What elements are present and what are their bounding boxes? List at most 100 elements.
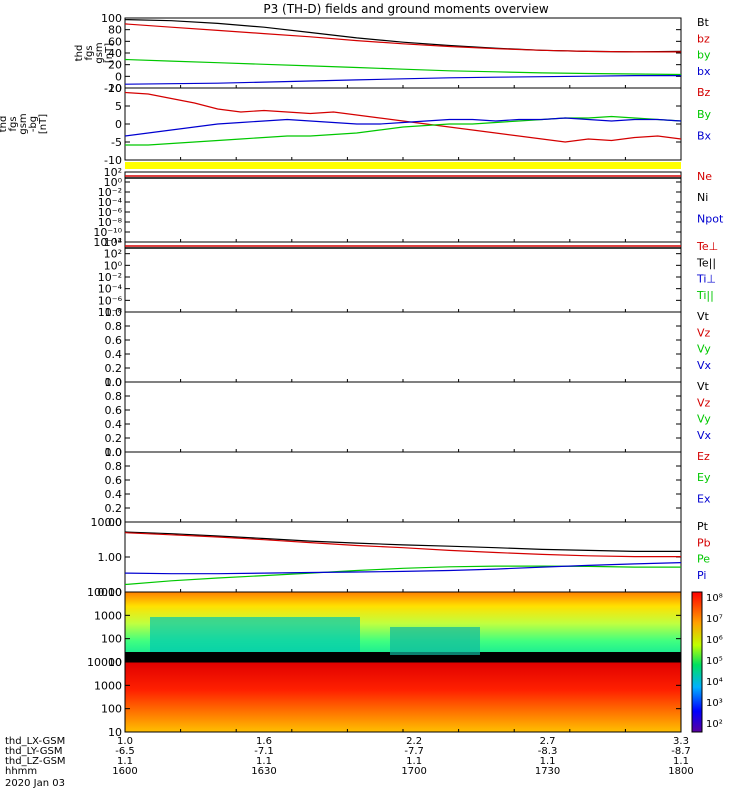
ytick-label: 0.4 bbox=[105, 418, 123, 431]
ytick-label: 0.0 bbox=[105, 446, 123, 459]
ytick-label: 1.0 bbox=[105, 446, 123, 459]
panel-frame-temperature bbox=[124, 241, 682, 313]
ytick-label: 10⁻² bbox=[98, 271, 122, 284]
ylabel-line: [nT] bbox=[38, 114, 49, 134]
legend-entry: Vt bbox=[697, 310, 710, 323]
ytick-label: 100 bbox=[101, 12, 122, 25]
ytick-label: 0.6 bbox=[105, 404, 123, 417]
panel-frame-fgs-gsm bbox=[124, 17, 682, 89]
ylabel-line: -bg bbox=[28, 116, 39, 132]
xaxis-row-label: thd_LX-GSM bbox=[5, 736, 65, 747]
ytick-label: 80 bbox=[108, 24, 122, 37]
ytick-label: 20 bbox=[108, 59, 122, 72]
xaxis-value: 2.7 bbox=[540, 736, 556, 747]
panel-frame-fgs-gsm-detrended bbox=[124, 87, 682, 161]
ytick-label: 0.10 bbox=[98, 586, 123, 599]
legend-entry: Ni bbox=[697, 191, 708, 204]
ylabel-line: thd bbox=[74, 45, 85, 62]
xaxis-value: 1730 bbox=[535, 766, 560, 777]
colorbar-tick-label: 10⁴ bbox=[706, 677, 723, 688]
chart-title: P3 (TH-D) fields and ground moments over… bbox=[263, 2, 548, 16]
ytick-label: 0.8 bbox=[105, 390, 123, 403]
legend-entry: Vz bbox=[697, 396, 711, 409]
legend-entry: Bz bbox=[697, 86, 711, 99]
ytick-label: -5 bbox=[111, 136, 122, 149]
legend-entry: by bbox=[697, 49, 711, 62]
xaxis-row-label: thd_LZ-GSM bbox=[5, 756, 66, 767]
legend-entry: bz bbox=[697, 32, 710, 45]
colorbar-tick-label: 10⁸ bbox=[706, 593, 723, 604]
ylabel-line: gsm bbox=[18, 113, 29, 134]
legend-entry: Ti|| bbox=[696, 289, 714, 302]
panel-frame-peir-velocity bbox=[124, 311, 682, 383]
ytick-label: 1.0 bbox=[105, 306, 123, 319]
xaxis-value: 1.1 bbox=[406, 756, 422, 767]
series-line-bx bbox=[124, 74, 681, 85]
xaxis-row-label: thd_LY-GSM bbox=[5, 746, 62, 757]
xaxis-value: 1700 bbox=[401, 766, 426, 777]
ytick-label: 10 bbox=[108, 82, 122, 95]
xaxis-value: 1630 bbox=[251, 766, 276, 777]
legend-entry: Pt bbox=[697, 520, 709, 533]
legend-entry: Ey bbox=[697, 471, 711, 484]
ytick-label: 0.6 bbox=[105, 474, 123, 487]
ytick-label: 0.2 bbox=[105, 432, 123, 445]
ytick-label: 0.0 bbox=[105, 516, 123, 529]
ytick-label: 60 bbox=[108, 35, 122, 48]
xaxis-value: 1800 bbox=[668, 766, 693, 777]
ytick-label: 10⁻¹⁰ bbox=[93, 226, 122, 239]
ytick-label: 0.2 bbox=[105, 502, 123, 515]
ytick-label: 0.2 bbox=[105, 362, 123, 375]
ytick-label: 10⁻⁴ bbox=[98, 283, 123, 296]
quality-flag-bar bbox=[125, 162, 681, 169]
heatmap-low-energy-band bbox=[125, 652, 681, 662]
ytick-label: 1000 bbox=[94, 609, 122, 622]
ytick-label: 40 bbox=[108, 47, 122, 60]
ytick-label: 0.4 bbox=[105, 488, 123, 501]
ylabel-line: fgs bbox=[84, 45, 95, 60]
ytick-label: 10⁻⁸ bbox=[98, 216, 123, 229]
ytick-label: 10⁻¹² bbox=[93, 236, 122, 249]
ytick-label: 10.00 bbox=[91, 516, 123, 529]
ytick-label: 0 bbox=[115, 118, 122, 131]
series-line-Bx bbox=[124, 117, 682, 137]
ytick-label: 10⁻⁴ bbox=[98, 196, 123, 209]
ytick-label: 10⁰ bbox=[104, 259, 123, 272]
xaxis-value: 1.6 bbox=[256, 736, 272, 747]
ytick-label: -20 bbox=[104, 82, 122, 95]
legend-entry: Vt bbox=[697, 380, 710, 393]
ytick-label: 10⁻² bbox=[98, 186, 122, 199]
legend-entry: Pe bbox=[697, 553, 710, 566]
xaxis-value: 1.1 bbox=[117, 756, 133, 767]
heatmap-fill bbox=[125, 662, 681, 732]
colorbar-tick-label: 10² bbox=[706, 719, 723, 730]
xaxis-value: 1.0 bbox=[117, 736, 133, 747]
legend-entry: Te⊥ bbox=[696, 240, 718, 253]
ytick-label: 1.00 bbox=[98, 551, 123, 564]
legend-entry: Bt bbox=[697, 16, 710, 29]
series-line-Bz bbox=[124, 91, 682, 143]
ytick-label: 0.4 bbox=[105, 348, 123, 361]
ytick-label: 10² bbox=[104, 166, 122, 179]
colorbar-tick-label: 10⁶ bbox=[706, 635, 723, 646]
ylabel-line: [nT] bbox=[104, 43, 115, 63]
legend-entry: Vx bbox=[697, 359, 712, 372]
panel-frame-peer-velocity bbox=[124, 381, 682, 453]
ytick-label: 10⁻⁶ bbox=[98, 294, 123, 307]
series-line-By bbox=[125, 115, 682, 146]
xaxis-value: -7.7 bbox=[404, 746, 424, 757]
ylabel-fgs-gsm-detrended: thd fgs gsm -bg [nT] bbox=[0, 113, 49, 134]
xaxis-value: 3.3 bbox=[673, 736, 689, 747]
colorbar-tick-label: 10⁵ bbox=[706, 656, 723, 667]
ytick-label: 5 bbox=[115, 100, 122, 113]
colorbar bbox=[691, 591, 703, 733]
ytick-label: 1000 bbox=[94, 679, 122, 692]
legend-entry: Ez bbox=[697, 450, 710, 463]
ytick-label: 0.8 bbox=[105, 460, 123, 473]
ylabel-line: fgs bbox=[8, 116, 19, 131]
ytick-label: 10⁻⁸ bbox=[98, 306, 123, 319]
xaxis-value: 1600 bbox=[112, 766, 137, 777]
legend-entry: Pb bbox=[697, 536, 711, 549]
